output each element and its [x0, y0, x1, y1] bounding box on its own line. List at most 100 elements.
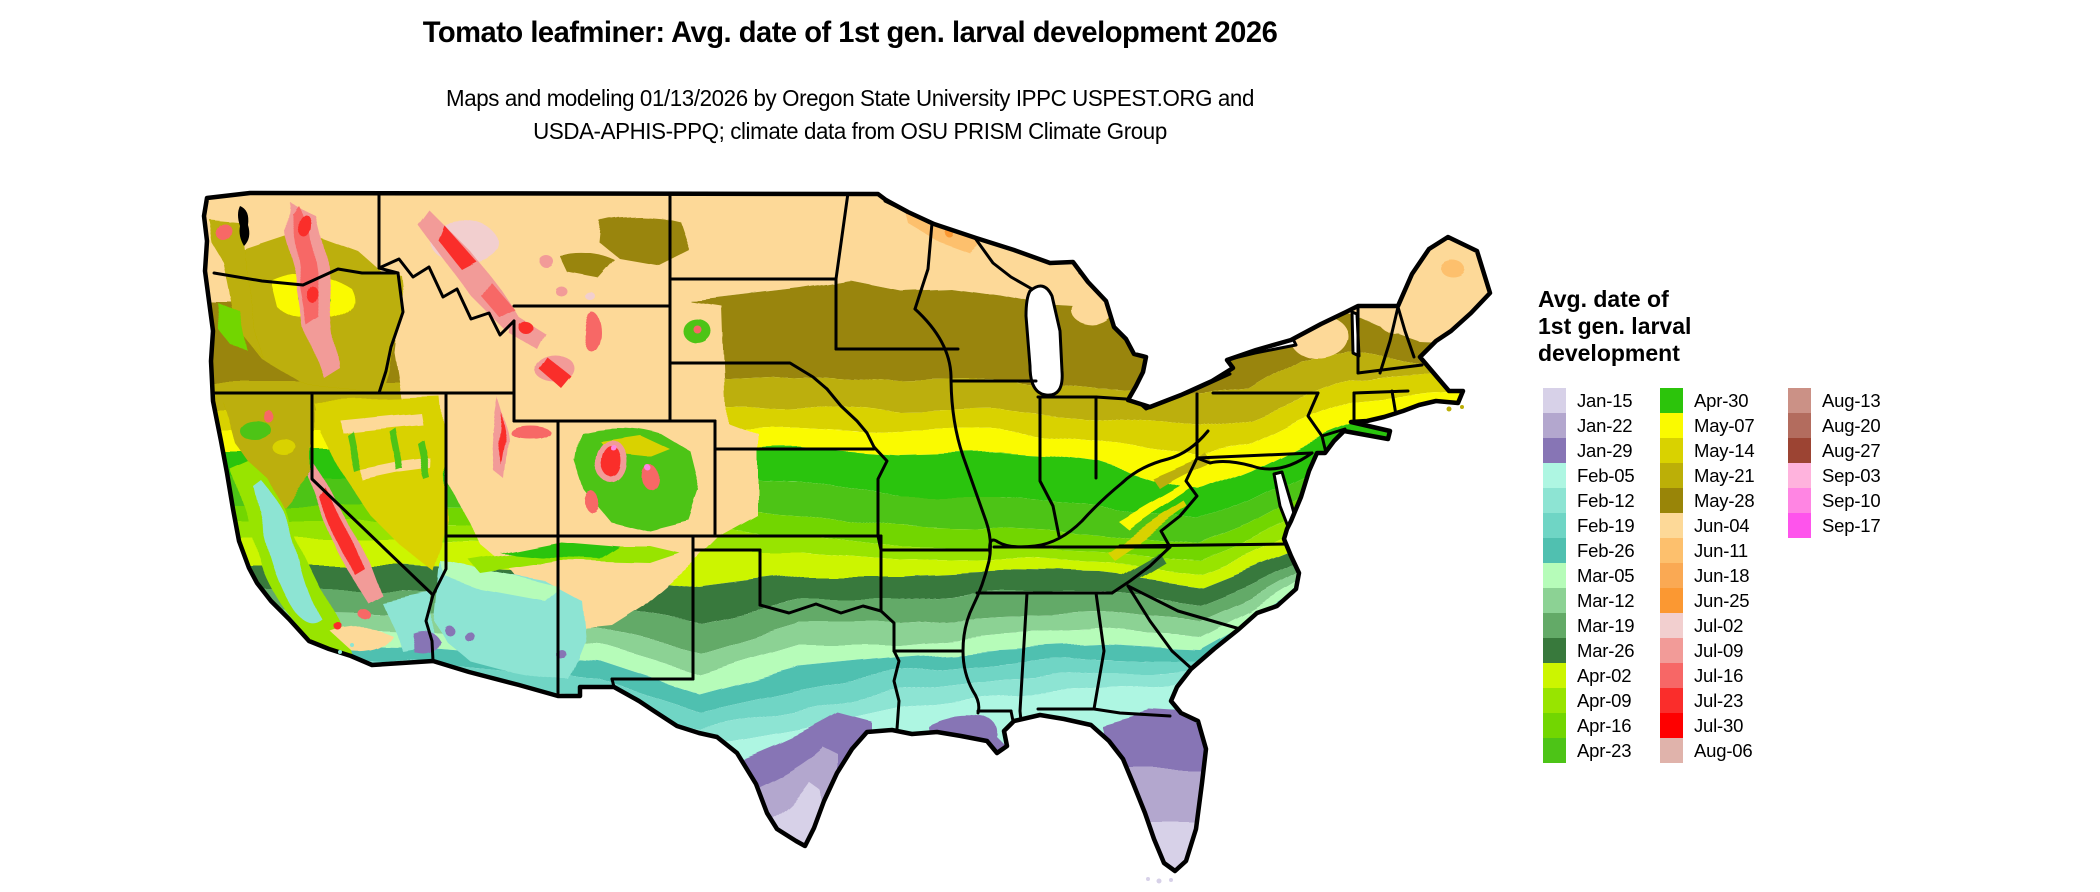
subtitle-line-2: USDA-APHIS-PPQ; climate data from OSU PR… [533, 118, 1167, 144]
legend-swatch [1660, 438, 1683, 463]
legend-label: Jul-02 [1694, 614, 1744, 636]
legend-swatch [1660, 738, 1683, 763]
legend-swatch [1543, 613, 1566, 638]
legend-row: Jul-30 [1660, 713, 1755, 738]
legend-label: Jun-04 [1694, 514, 1750, 536]
legend-swatch [1543, 713, 1566, 738]
page-title: Tomato leafminer: Avg. date of 1st gen. … [422, 16, 1278, 49]
legend-swatch [1543, 413, 1566, 438]
legend-row: Aug-27 [1788, 438, 1881, 463]
legend-label: Apr-09 [1577, 689, 1632, 711]
legend-label: Aug-13 [1822, 389, 1881, 411]
legend-row: Jun-04 [1660, 513, 1755, 538]
legend-row: Mar-05 [1543, 563, 1635, 588]
legend-label: Mar-05 [1577, 564, 1635, 586]
legend-swatch [1543, 638, 1566, 663]
legend-label: Apr-16 [1577, 714, 1632, 736]
legend-swatch [1788, 438, 1811, 463]
subtitle-line-1: Maps and modeling 01/13/2026 by Oregon S… [446, 85, 1254, 111]
legend-swatch [1660, 388, 1683, 413]
legend-row: Aug-13 [1788, 388, 1881, 413]
legend-row: Jun-18 [1660, 563, 1755, 588]
legend-label: Aug-20 [1822, 414, 1881, 436]
legend-label: Jun-11 [1694, 539, 1748, 561]
legend-swatch [1660, 488, 1683, 513]
legend-row: Jun-11 [1660, 538, 1755, 563]
legend-row: Sep-17 [1788, 513, 1881, 538]
legend-swatch [1543, 513, 1566, 538]
legend-label: Jan-15 [1577, 389, 1633, 411]
legend-label: Mar-12 [1577, 589, 1635, 611]
legend-row: Jul-02 [1660, 613, 1755, 638]
legend-row: Aug-06 [1660, 738, 1755, 763]
legend-row: May-21 [1660, 463, 1755, 488]
legend-label: Mar-19 [1577, 614, 1635, 636]
legend-swatch [1788, 463, 1811, 488]
legend-label: Mar-26 [1577, 639, 1635, 661]
map-fill-area [204, 193, 1490, 871]
legend-swatch [1543, 563, 1566, 588]
legend-swatch [1660, 538, 1683, 563]
legend-swatch [1543, 663, 1566, 688]
legend-swatch [1543, 388, 1566, 413]
legend-row: Sep-03 [1788, 463, 1881, 488]
legend-label: Sep-17 [1822, 514, 1881, 536]
legend-swatch [1788, 513, 1811, 538]
page-subtitle: Maps and modeling 01/13/2026 by Oregon S… [26, 82, 1675, 148]
legend-column-3: Aug-13 Aug-20 Aug-27 Sep-03 Sep-10 Sep-17 [1788, 388, 1881, 538]
legend-swatch [1788, 388, 1811, 413]
legend-label: Sep-10 [1822, 489, 1881, 511]
legend-row: Jul-09 [1660, 638, 1755, 663]
legend-label: Feb-12 [1577, 489, 1635, 511]
legend-row: Mar-19 [1543, 613, 1635, 638]
us-outline [201, 190, 1493, 874]
puget-sound [238, 206, 250, 246]
legend-row: Jan-15 [1543, 388, 1634, 413]
legend-swatch [1660, 413, 1683, 438]
legend-label: Aug-27 [1822, 439, 1881, 461]
legend-row: May-28 [1660, 488, 1755, 513]
legend-row: Feb-26 [1543, 538, 1635, 563]
legend-row: Aug-20 [1788, 413, 1881, 438]
legend-column-2: Apr-30 May-07 May-14 May-21 May-28 Jun-04 Jun-… [1660, 388, 1755, 763]
legend-swatch [1543, 688, 1566, 713]
legend-row: Apr-09 [1543, 688, 1634, 713]
legend-swatch [1660, 513, 1683, 538]
legend-row: Apr-02 [1543, 663, 1634, 688]
legend-row: May-14 [1660, 438, 1755, 463]
legend-row: May-07 [1660, 413, 1755, 438]
legend-row: Apr-23 [1543, 738, 1634, 763]
legend-swatch [1660, 563, 1683, 588]
legend-column-1: Jan-15 Jan-22 Jan-29 Feb-05 Feb-12 Feb-19 Feb-… [1543, 388, 1635, 763]
legend-label: Apr-02 [1577, 664, 1632, 686]
legend-label: Jul-09 [1694, 639, 1744, 661]
legend-swatch [1660, 688, 1683, 713]
legend-swatch [1543, 538, 1566, 563]
legend-swatch [1543, 463, 1566, 488]
legend-row: Jun-25 [1660, 588, 1755, 613]
legend-row: Jan-29 [1543, 438, 1634, 463]
legend-label: Feb-05 [1577, 464, 1635, 486]
legend-label: Feb-19 [1577, 514, 1635, 536]
legend-label: Aug-06 [1694, 739, 1753, 761]
legend-swatch [1543, 738, 1566, 763]
legend-label: May-14 [1694, 439, 1755, 461]
legend-row: Apr-30 [1660, 388, 1755, 413]
legend-swatch [1660, 463, 1683, 488]
legend-swatch [1543, 438, 1566, 463]
legend-swatch [1788, 413, 1811, 438]
legend-row: Feb-12 [1543, 488, 1635, 513]
legend-swatch [1543, 588, 1566, 613]
legend-swatch [1660, 588, 1683, 613]
legend-swatch [1788, 488, 1811, 513]
legend-row: Jan-22 [1543, 413, 1634, 438]
legend-label: Jan-29 [1577, 439, 1633, 461]
legend-row: Mar-26 [1543, 638, 1635, 663]
legend-label: Apr-30 [1694, 389, 1749, 411]
legend-swatch [1660, 613, 1683, 638]
legend-swatch [1660, 713, 1683, 738]
legend-row: Apr-16 [1543, 713, 1634, 738]
legend-label: Jul-30 [1694, 714, 1744, 736]
